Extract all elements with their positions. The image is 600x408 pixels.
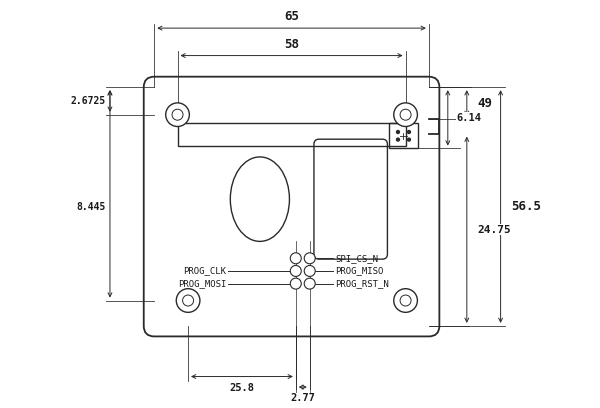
- Text: PROG_MISO: PROG_MISO: [335, 266, 383, 275]
- Text: 24.75: 24.75: [478, 225, 511, 235]
- Text: 25.8: 25.8: [229, 383, 254, 393]
- Circle shape: [407, 138, 410, 141]
- Text: 2.77: 2.77: [290, 393, 315, 404]
- Circle shape: [397, 131, 400, 133]
- Circle shape: [394, 103, 418, 126]
- Text: 56.5: 56.5: [511, 200, 541, 213]
- Text: 58: 58: [284, 38, 299, 51]
- Bar: [178, 123, 406, 146]
- Circle shape: [407, 131, 410, 133]
- Circle shape: [290, 266, 301, 277]
- Text: PROG_RST_N: PROG_RST_N: [335, 279, 389, 288]
- Text: 49: 49: [478, 97, 493, 110]
- Text: PROG_CLK: PROG_CLK: [183, 266, 226, 275]
- Bar: [389, 123, 418, 149]
- Circle shape: [304, 278, 315, 289]
- Circle shape: [290, 278, 301, 289]
- Text: 65: 65: [284, 10, 299, 23]
- Circle shape: [304, 253, 315, 264]
- Circle shape: [397, 138, 400, 141]
- Circle shape: [176, 289, 200, 313]
- Circle shape: [304, 266, 315, 277]
- Text: 2.6725: 2.6725: [70, 96, 106, 106]
- Text: PROG_MOSI: PROG_MOSI: [178, 279, 226, 288]
- Text: 6.14: 6.14: [456, 113, 481, 123]
- Circle shape: [166, 103, 190, 126]
- Circle shape: [394, 289, 418, 313]
- Text: SPI_CS_N: SPI_CS_N: [335, 254, 378, 263]
- Circle shape: [290, 253, 301, 264]
- Text: 8.445: 8.445: [76, 202, 106, 211]
